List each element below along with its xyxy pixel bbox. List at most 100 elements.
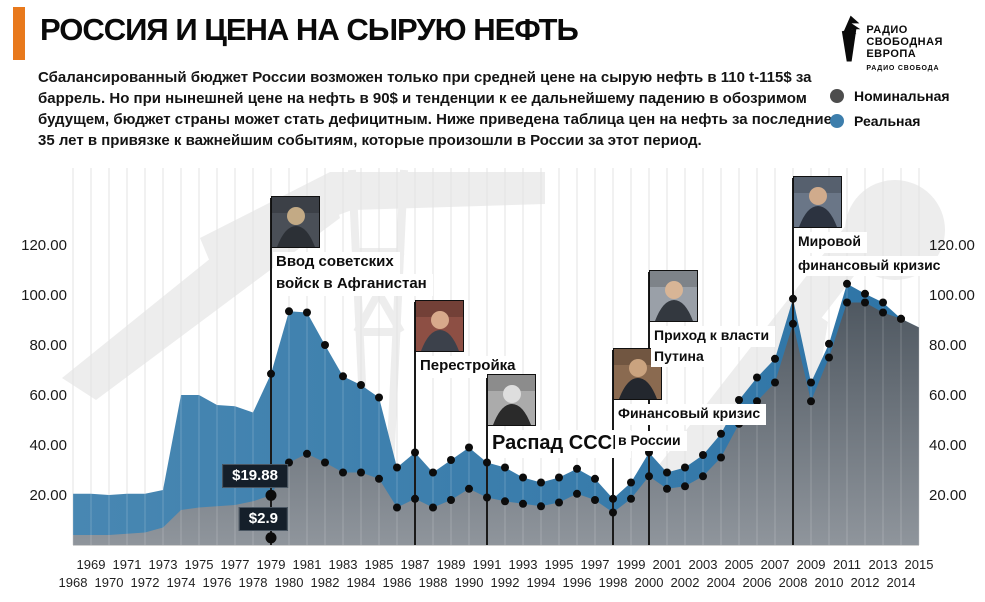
data-point-nominal bbox=[537, 502, 545, 511]
x-tick-label: 1983 bbox=[328, 557, 358, 572]
data-point-nominal bbox=[843, 298, 851, 307]
x-tick-label: 1978 bbox=[238, 575, 268, 590]
x-tick-label: 1997 bbox=[580, 557, 610, 572]
data-point-real bbox=[267, 369, 275, 378]
data-point-nominal bbox=[681, 482, 689, 491]
x-tick-label: 2009 bbox=[796, 557, 826, 572]
event-caption-line: в России bbox=[615, 430, 687, 451]
data-point-real bbox=[591, 474, 599, 483]
x-tick-label: 1977 bbox=[220, 557, 250, 572]
kiriyenko-photo bbox=[613, 348, 662, 400]
y-tick-label: 40.00 bbox=[929, 437, 967, 454]
y-tick-label: 100.00 bbox=[21, 287, 67, 304]
x-tick-label: 1990 bbox=[454, 575, 484, 590]
x-tick-label: 1976 bbox=[202, 575, 232, 590]
rfe-logo: РАДИО СВОБОДНАЯ ЕВРОПА РАДИО СВОБОДА bbox=[836, 14, 985, 72]
x-tick-label: 1979 bbox=[256, 557, 286, 572]
data-point-nominal bbox=[645, 472, 653, 481]
data-point-nominal bbox=[753, 397, 761, 406]
data-point-nominal bbox=[483, 493, 491, 502]
data-point-real bbox=[843, 279, 851, 288]
event-caption-line: Путина bbox=[651, 346, 710, 367]
data-point-real bbox=[879, 298, 887, 307]
data-point-nominal bbox=[357, 468, 365, 477]
event-caption-line: Перестройка bbox=[417, 356, 522, 378]
x-tick-label: 1981 bbox=[292, 557, 322, 572]
chart-legend: Номинальная Реальная bbox=[830, 83, 950, 133]
y-tick-label: 100.00 bbox=[929, 287, 975, 304]
data-point-real bbox=[303, 308, 311, 317]
event-caption-line: Финансовый кризис bbox=[615, 404, 767, 425]
x-tick-label: 1991 bbox=[472, 557, 502, 572]
data-point-real bbox=[609, 494, 617, 503]
data-point-nominal bbox=[501, 497, 509, 506]
x-tick-label: 1988 bbox=[418, 575, 448, 590]
event-caption: Ввод советских войск в Афганистан bbox=[273, 252, 433, 296]
data-point-real bbox=[321, 341, 329, 349]
x-tick-label: 1986 bbox=[382, 575, 412, 590]
event-caption: Распад СССР bbox=[489, 430, 632, 458]
data-point-nominal bbox=[789, 319, 797, 328]
data-point-nominal bbox=[411, 494, 419, 503]
x-tick-label: 1989 bbox=[436, 557, 466, 572]
page-title: РОССИЯ И ЦЕНА НА СЫРУЮ НЕФТЬ bbox=[40, 12, 579, 47]
x-tick-label: 2004 bbox=[706, 575, 736, 590]
legend-item-real: Реальная bbox=[830, 108, 950, 133]
data-point-nominal bbox=[429, 503, 437, 512]
data-point-real bbox=[825, 339, 833, 348]
header-accent-bar bbox=[13, 7, 25, 60]
data-point-nominal bbox=[699, 472, 707, 481]
data-point-real bbox=[717, 429, 725, 438]
data-point-real bbox=[339, 372, 347, 381]
intro-line: будущем, бюджет страны может стать дефиц… bbox=[38, 111, 832, 128]
torch-icon bbox=[841, 15, 861, 62]
data-point-nominal bbox=[573, 489, 581, 498]
data-point-real bbox=[663, 468, 671, 477]
legend-swatch-real-icon bbox=[830, 113, 844, 128]
data-point-real bbox=[429, 468, 437, 477]
data-point-real bbox=[537, 478, 545, 487]
data-point-nominal bbox=[627, 494, 635, 503]
x-tick-label: 1975 bbox=[184, 557, 214, 572]
x-tick-label: 1994 bbox=[526, 575, 556, 590]
data-point-nominal bbox=[393, 503, 401, 512]
x-tick-label: 1996 bbox=[562, 575, 592, 590]
data-point-nominal bbox=[447, 496, 455, 504]
yeltsin-photo bbox=[487, 374, 536, 426]
x-tick-label: 1974 bbox=[166, 575, 196, 590]
data-point-real bbox=[555, 473, 563, 482]
data-point-nominal bbox=[897, 314, 905, 323]
callout-dot bbox=[265, 532, 277, 544]
y-tick-label: 80.00 bbox=[29, 337, 67, 354]
logo-line2: ЕВРОПА bbox=[866, 48, 917, 60]
data-point-nominal bbox=[663, 484, 671, 493]
x-tick-label: 1992 bbox=[490, 575, 520, 590]
legend-swatch-nominal-icon bbox=[830, 88, 844, 103]
y-tick-label: 80.00 bbox=[929, 337, 967, 354]
data-point-nominal bbox=[879, 308, 887, 317]
y-tick-label: 40.00 bbox=[29, 437, 67, 454]
intro-line: 35 лет в привязке к важнейшим событиям, … bbox=[38, 132, 702, 149]
data-point-nominal bbox=[321, 458, 329, 467]
intro-line: баррель. Но при нынешней цене на нефть в… bbox=[38, 90, 807, 107]
data-point-nominal bbox=[861, 298, 869, 307]
data-point-nominal bbox=[771, 378, 779, 387]
event-caption-line: Распад СССР bbox=[489, 430, 632, 458]
intro-line: Сбалансированный бюджет России возможен … bbox=[38, 69, 812, 86]
data-point-nominal bbox=[519, 499, 527, 508]
x-tick-label: 2003 bbox=[688, 557, 718, 572]
y-tick-label: 60.00 bbox=[29, 387, 67, 404]
data-point-real bbox=[681, 463, 689, 472]
x-tick-label: 2011 bbox=[833, 557, 861, 572]
data-point-real bbox=[465, 443, 473, 452]
event-caption: Мировой финансовый кризис bbox=[795, 232, 947, 279]
data-point-real bbox=[699, 451, 707, 459]
x-tick-label: 1968 bbox=[58, 575, 88, 590]
x-tick-label: 2001 bbox=[652, 557, 682, 572]
x-tick-label: 1973 bbox=[148, 557, 178, 572]
data-point-real bbox=[789, 294, 797, 303]
x-tick-label: 1999 bbox=[616, 557, 646, 572]
x-tick-label: 2007 bbox=[760, 557, 790, 572]
data-point-nominal bbox=[375, 474, 383, 483]
